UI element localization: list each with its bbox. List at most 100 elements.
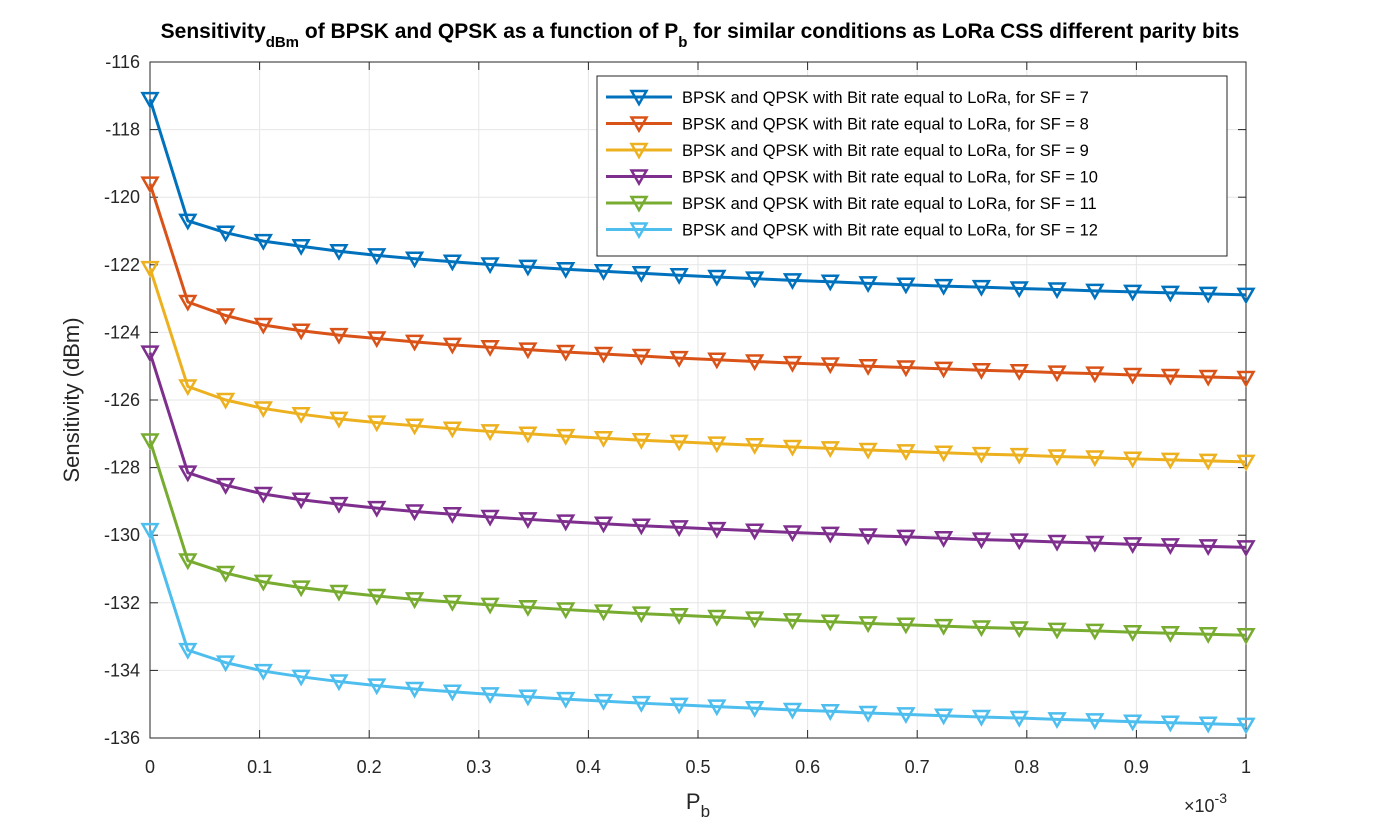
- data-point-marker: [707, 521, 727, 539]
- data-point-marker: [1160, 285, 1181, 303]
- data-point-marker: [1009, 364, 1029, 381]
- data-point-marker: [215, 308, 236, 326]
- data-point-marker: [1236, 370, 1256, 388]
- data-point-marker: [745, 438, 765, 455]
- data-point-marker: [178, 642, 198, 660]
- data-point-marker: [1085, 366, 1105, 384]
- data-point-marker: [820, 614, 840, 632]
- x-tick-labels: 0 0.1 0.2 0.3 0.4 0.5 0.6 0.7 0.8 0.9 1: [145, 757, 1251, 777]
- x-tick-label: 1: [1241, 757, 1251, 777]
- data-point-marker: [1198, 286, 1218, 304]
- data-point-marker: [631, 348, 651, 366]
- data-point-marker: [1009, 447, 1029, 465]
- data-point-marker: [707, 269, 727, 287]
- title-subscript-1: dBm: [266, 34, 299, 51]
- title-part3: for similar conditions as LoRa CSS diffe…: [687, 20, 1239, 43]
- data-point-marker: [480, 424, 500, 442]
- x-tick-label: 0.7: [905, 757, 930, 777]
- series-3: [140, 260, 1256, 472]
- data-point-marker: [1198, 626, 1218, 644]
- data-point-marker: [820, 526, 840, 544]
- series-line: [148, 98, 1247, 297]
- data-point-marker: [291, 580, 311, 598]
- y-tick-label: -128: [104, 458, 140, 478]
- data-point-marker: [518, 512, 538, 529]
- data-point-marker: [933, 361, 954, 379]
- data-point-marker: [1047, 534, 1067, 552]
- data-point-marker: [518, 689, 538, 707]
- data-point-marker: [1085, 713, 1105, 731]
- data-point-marker: [480, 597, 500, 615]
- data-point-marker: [593, 604, 614, 622]
- data-point-marker: [782, 355, 803, 373]
- data-point-marker: [1123, 624, 1143, 642]
- x-tick-label: 0.8: [1014, 757, 1039, 777]
- data-point-marker: [1009, 281, 1029, 299]
- data-point-marker: [253, 486, 273, 504]
- data-point-marker: [933, 708, 954, 726]
- data-point-marker: [367, 678, 387, 696]
- data-point-marker: [178, 294, 198, 312]
- data-point-marker: [1085, 283, 1105, 301]
- data-point-marker: [480, 257, 500, 275]
- data-point-marker: [1085, 450, 1105, 468]
- data-point-marker: [442, 684, 463, 702]
- legend-label: BPSK and QPSK with Bit rate equal to LoR…: [682, 89, 1089, 107]
- data-point-marker: [178, 465, 198, 483]
- legend-item: BPSK and QPSK with Bit rate equal to LoR…: [606, 89, 1089, 107]
- data-point-marker: [518, 426, 538, 444]
- data-point-marker: [1123, 537, 1143, 554]
- data-point-marker: [178, 213, 198, 231]
- data-point-marker: [291, 492, 311, 510]
- x-axis-multiplier-exponent: -3: [1215, 790, 1228, 806]
- data-point-marker: [404, 418, 425, 436]
- data-point-marker: [367, 331, 387, 349]
- data-point-marker: [215, 565, 236, 583]
- series-line: [148, 529, 1247, 727]
- data-point-marker: [896, 617, 916, 635]
- x-tick-label: 0.1: [247, 757, 272, 777]
- data-point-marker: [933, 445, 954, 463]
- data-point-marker: [442, 254, 463, 272]
- data-point-marker: [593, 516, 614, 534]
- data-point-marker: [745, 354, 765, 372]
- data-point-marker: [858, 442, 878, 460]
- data-point-marker: [858, 528, 878, 546]
- data-point-marker: [820, 357, 840, 375]
- data-point-marker: [518, 342, 538, 360]
- data-point-marker: [1047, 622, 1067, 640]
- data-point-marker: [631, 266, 651, 283]
- data-point-marker: [140, 433, 160, 451]
- x-tick-label: 0.9: [1124, 757, 1149, 777]
- x-axis-multiplier: ×10-3: [1184, 790, 1227, 816]
- data-point-marker: [971, 532, 992, 550]
- data-point-marker: [593, 346, 614, 364]
- data-point-marker: [820, 704, 840, 721]
- data-point-marker: [1236, 627, 1256, 645]
- data-point-marker: [669, 697, 689, 715]
- data-point-marker: [556, 344, 576, 362]
- data-point-marker: [631, 606, 651, 624]
- data-point-marker: [707, 609, 727, 627]
- data-point-marker: [669, 434, 689, 452]
- data-point-marker: [593, 263, 614, 281]
- legend-label: BPSK and QPSK with Bit rate equal to LoR…: [682, 142, 1089, 160]
- data-point-marker: [1123, 451, 1143, 469]
- data-point-marker: [971, 363, 992, 380]
- x-tick-label: 0.4: [576, 757, 601, 777]
- data-point-marker: [329, 496, 349, 514]
- data-point-marker: [215, 392, 236, 410]
- data-point-marker: [442, 506, 463, 524]
- x-axis-multiplier-base: ×10: [1184, 796, 1215, 816]
- legend-label: BPSK and QPSK with Bit rate equal to LoR…: [682, 169, 1098, 187]
- data-point-marker: [253, 663, 273, 681]
- y-axis-label: Sensitivity (dBm): [59, 317, 84, 482]
- data-point-marker: [367, 415, 387, 433]
- data-point-marker: [933, 278, 954, 296]
- series-6: [140, 522, 1256, 735]
- data-point-marker: [178, 379, 198, 397]
- data-point-marker: [896, 360, 916, 378]
- data-point-marker: [707, 352, 727, 370]
- y-tick-label: -120: [104, 187, 140, 207]
